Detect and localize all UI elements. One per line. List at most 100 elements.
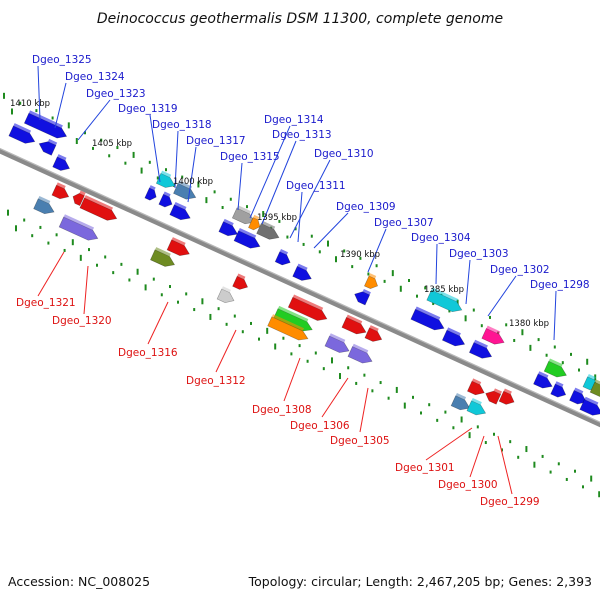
gene-top-face xyxy=(471,398,482,405)
bottom-strand-labels: Dgeo_1321 Dgeo_1320 Dgeo_1316 Dgeo_1312 Dgeo… xyxy=(16,297,540,508)
gene-arrow xyxy=(216,286,235,303)
gene-arrow xyxy=(467,378,485,396)
gene-label: Dgeo_1308 xyxy=(252,404,312,416)
gene-top-face xyxy=(84,195,114,211)
gene-top-face xyxy=(555,381,564,388)
gene-arrow xyxy=(441,327,466,347)
gene-arrow xyxy=(426,287,463,313)
leader-lines xyxy=(37,65,557,495)
gene-arrow xyxy=(481,325,505,345)
leader-line xyxy=(553,290,557,341)
kbp-label: 1395 kbp xyxy=(257,213,297,223)
gene-top-face xyxy=(473,339,488,349)
leader-line xyxy=(147,301,169,345)
gene-top-face xyxy=(292,294,324,311)
gene-top-face xyxy=(13,123,32,134)
gene-top-face xyxy=(486,325,501,335)
gene-arrow xyxy=(466,398,487,416)
gene-body xyxy=(498,390,515,405)
gene-label: Dgeo_1325 xyxy=(32,54,92,66)
gene-arrow xyxy=(150,247,176,267)
gene-top-face xyxy=(538,371,549,379)
gene-arrow xyxy=(533,371,553,389)
gene-arrow xyxy=(550,381,567,398)
gene-top-face xyxy=(253,214,260,220)
gene-label: Dgeo_1305 xyxy=(330,435,390,447)
gene-top-face xyxy=(584,396,599,406)
gene-top-face xyxy=(279,249,289,255)
gene-arrow xyxy=(233,228,261,249)
gene-arrow xyxy=(364,273,378,290)
gene-top-face xyxy=(223,218,234,226)
gene-top-face xyxy=(38,196,51,204)
leader-line xyxy=(77,99,111,141)
gene-label: Dgeo_1312 xyxy=(186,375,246,387)
gene-top-face xyxy=(171,237,186,246)
gene-top-face xyxy=(28,110,63,129)
kbp-scale-labels: 1410 kbp 1405 kbp 1400 kbp 1395 kbp 1390 kbp… xyxy=(10,99,549,329)
gene-top-face xyxy=(471,378,482,385)
gene-body xyxy=(144,187,157,201)
gene-top-face xyxy=(368,273,377,279)
gene-body xyxy=(232,275,249,290)
gene-top-face xyxy=(369,325,379,332)
gene-arrow xyxy=(450,392,471,411)
gene-label: Dgeo_1299 xyxy=(480,496,540,508)
gene-top-face xyxy=(362,289,371,295)
gene-top-face xyxy=(548,358,563,368)
leader-line xyxy=(289,159,331,239)
gene-top-face xyxy=(155,247,171,257)
gene-label: Dgeo_1317 xyxy=(186,135,246,147)
top-strand-labels: Dgeo_1325 Dgeo_1324 Dgeo_1323 Dgeo_1319 Dgeo… xyxy=(32,54,590,291)
gene-body xyxy=(8,125,36,144)
gene-label: Dgeo_1321 xyxy=(16,297,76,309)
gene-arrow xyxy=(79,195,118,221)
gene-body xyxy=(550,383,567,398)
gene-body xyxy=(52,156,70,171)
gene-top-face xyxy=(277,305,309,322)
gene-top-face xyxy=(261,220,276,230)
map-title: Deinococcus geothermalis DSM 11300, comp… xyxy=(97,11,503,27)
gene-arrow xyxy=(569,387,587,405)
gene-label: Dgeo_1304 xyxy=(411,232,471,244)
gene-arrow xyxy=(292,263,312,281)
gene-arrow xyxy=(324,333,350,353)
gene-body xyxy=(467,380,485,396)
gene-arrow xyxy=(155,170,176,188)
gene-arrow xyxy=(231,205,256,225)
leader-line xyxy=(149,114,161,183)
gene-arrow xyxy=(232,273,249,290)
gene-body xyxy=(33,198,55,215)
leader-line xyxy=(487,275,517,317)
gene-arrow xyxy=(218,218,238,237)
gene-label: Dgeo_1318 xyxy=(152,119,212,131)
gene-top-face xyxy=(57,154,67,161)
gene-body xyxy=(72,193,85,207)
gene-arrow xyxy=(58,214,99,241)
gene-top-face xyxy=(63,214,95,231)
gene-arrow xyxy=(158,191,173,208)
gene-body xyxy=(292,265,312,281)
gene-arrow xyxy=(579,396,600,416)
gene-arrow xyxy=(52,154,70,171)
gene-top-face xyxy=(238,228,257,239)
gene-label: Dgeo_1316 xyxy=(118,347,178,359)
gene-arrow xyxy=(410,306,445,331)
leader-line xyxy=(187,146,197,203)
gene-arrow xyxy=(72,190,86,207)
gene-arrow xyxy=(341,314,367,335)
gene-body xyxy=(341,316,367,335)
gene-body xyxy=(450,395,471,411)
gene-body xyxy=(38,141,57,156)
gene-arrow xyxy=(38,138,58,156)
gene-body xyxy=(233,230,261,249)
gene-arrow xyxy=(485,388,502,405)
gene-body xyxy=(51,184,70,200)
gene-label: Dgeo_1310 xyxy=(314,148,374,160)
gene-arrow xyxy=(364,325,383,342)
leader-line xyxy=(37,251,65,297)
gene-arrow xyxy=(23,110,68,139)
kbp-label: 1410 kbp xyxy=(10,99,50,109)
leader-line xyxy=(469,435,485,478)
